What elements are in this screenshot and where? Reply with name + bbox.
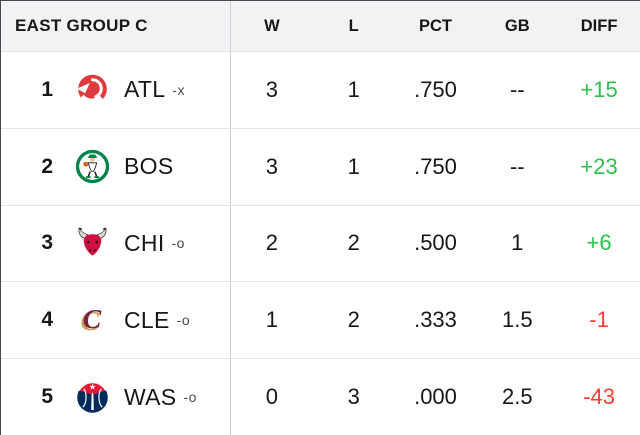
column-header-wins: W [264, 16, 280, 35]
losses-value: 1 [347, 76, 360, 102]
gb-value: -- [509, 153, 525, 179]
table-row-was[interactable]: 5 WAS -o 0 3 .000 2.5 -43 [1, 359, 640, 435]
wizards-logo-icon [74, 379, 111, 416]
diff-value: +15 [580, 76, 618, 102]
gb-value: 1 [511, 230, 524, 256]
team-abbr: BOS [124, 153, 174, 180]
rank-label: 3 [41, 231, 53, 255]
wins-value: 3 [265, 76, 279, 102]
group-title-cell: EAST GROUP C [1, 1, 231, 51]
svg-text:C: C [83, 304, 102, 335]
clinch-suffix: -x [172, 81, 186, 98]
losses-value: 2 [347, 307, 360, 333]
group-title: EAST GROUP C [15, 16, 148, 35]
celtics-logo-icon [74, 148, 111, 185]
table-row-chi[interactable]: 3 CHI -o 2 2 .500 1 +6 [1, 205, 640, 283]
pct-value: .500 [414, 230, 457, 256]
cavaliers-logo-icon: C C [74, 302, 111, 339]
bulls-logo-icon [74, 225, 111, 262]
pct-value: .750 [414, 76, 457, 102]
wins-value: 3 [265, 153, 279, 179]
losses-value: 3 [347, 384, 360, 410]
rank-label: 2 [41, 154, 53, 178]
team-cell: 5 WAS -o [1, 359, 231, 435]
wins-value: 1 [265, 307, 279, 333]
team-cell: 2 BOS [1, 128, 231, 205]
diff-value: +6 [586, 230, 612, 256]
gb-value: 1.5 [501, 307, 533, 333]
rank-label: 5 [41, 385, 53, 409]
team-abbr: CLE [124, 306, 170, 333]
rank-label: 4 [41, 308, 53, 332]
column-header-pct: PCT [418, 16, 452, 35]
team-abbr: ATL [124, 76, 166, 103]
column-header-losses: L [348, 16, 359, 35]
gb-value: 2.5 [501, 384, 533, 410]
team-abbr: CHI [124, 229, 165, 256]
svg-text:C: C [80, 306, 99, 337]
table-row-atl[interactable]: 1 ATL -x 3 1 .750 -- +15 [1, 52, 640, 129]
column-header-gb: GB [504, 16, 530, 35]
losses-value: 1 [347, 153, 360, 179]
rank-label: 1 [41, 77, 53, 101]
diff-value: -43 [583, 384, 615, 410]
pct-value: .333 [414, 307, 457, 333]
pct-value: .750 [414, 153, 457, 179]
diff-value: -1 [589, 307, 609, 333]
table-header-row: EAST GROUP C W L PCT GB DIFF [1, 1, 640, 52]
losses-value: 2 [347, 230, 360, 256]
team-cell: 1 ATL -x [1, 52, 231, 128]
team-abbr: WAS [124, 383, 177, 410]
gb-value: -- [509, 76, 525, 102]
diff-value: +23 [580, 153, 618, 179]
clinch-suffix: -o [171, 235, 185, 252]
team-cell: 4 C C CLE -o [1, 282, 231, 359]
table-row-cle[interactable]: 4 C C CLE -o 1 2 .333 1.5 -1 [1, 282, 640, 360]
table-row-bos[interactable]: 2 BOS 3 1 .750 -- +23 [1, 128, 640, 206]
clinch-suffix: -o [176, 312, 191, 329]
column-header-diff: DIFF [580, 16, 618, 35]
clinch-suffix: -o [183, 389, 197, 406]
pct-value: .000 [414, 384, 457, 410]
team-cell: 3 CHI -o [1, 205, 231, 282]
hawks-logo-icon [74, 71, 111, 108]
wins-value: 0 [265, 384, 279, 410]
stat-headers: W L PCT GB DIFF [231, 1, 640, 51]
wins-value: 2 [265, 230, 279, 256]
